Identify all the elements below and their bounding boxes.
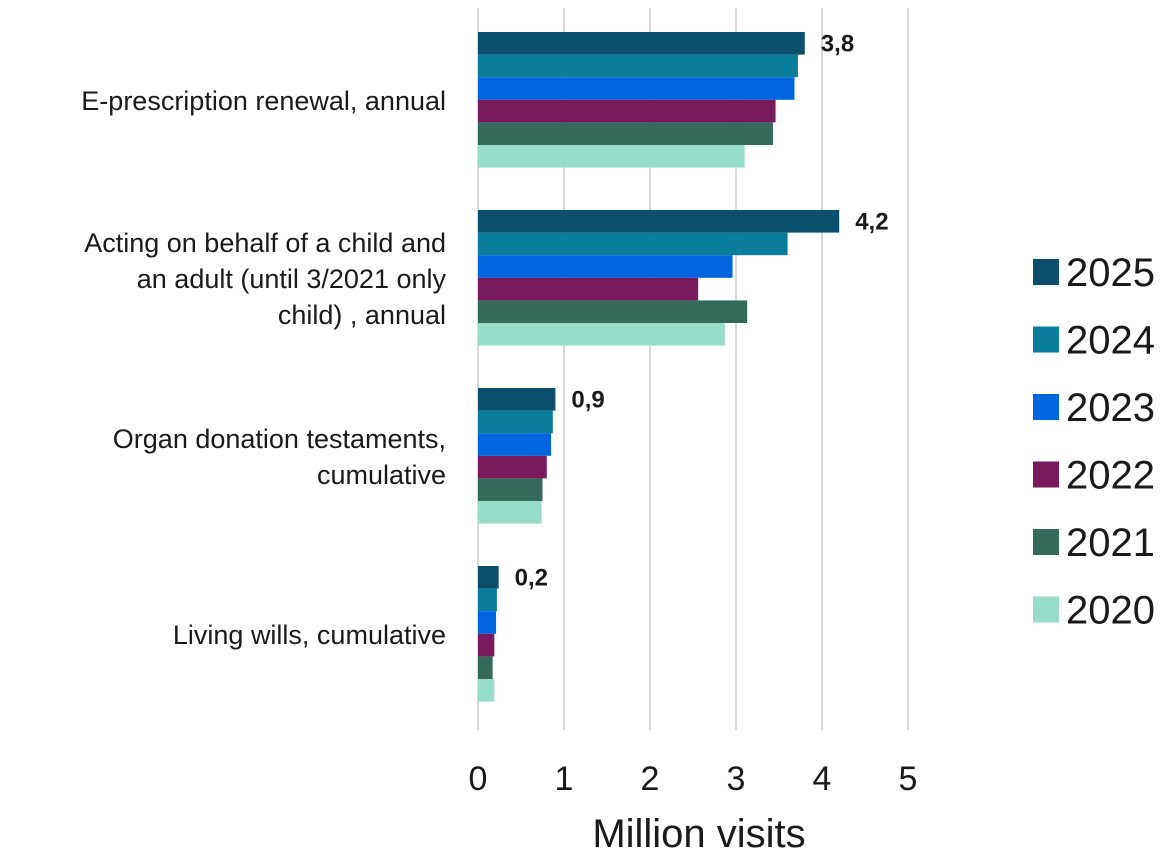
x-tick-0: 0 [469,760,488,798]
legend-label-2021: 2021 [1066,521,1155,565]
bar-2023-cat-3 [478,611,497,634]
bar-2022-cat-0 [478,99,776,123]
bar-2020-cat-2 [478,501,542,524]
bar-2024-cat-3 [478,588,497,612]
bar-series [478,32,840,702]
bar-2023-cat-1 [478,255,733,278]
bar-2021-cat-0 [478,122,773,145]
bar-2021-cat-2 [478,478,543,501]
bar-2021-cat-3 [478,656,493,679]
bar-2022-cat-2 [478,455,547,479]
bar-2020-cat-0 [478,145,745,168]
data-label-cat-1: 4,2 [855,208,888,235]
legend-label-2020: 2020 [1066,589,1155,633]
x-tick-3: 3 [727,760,746,798]
category-label-0-line-0: E-prescription renewal, annual [81,86,446,116]
bar-2023-cat-0 [478,77,795,100]
x-tick-labels: 0 1 2 3 4 5 [469,760,918,798]
x-tick-1: 1 [555,760,574,798]
bar-2025-cat-0 [478,32,805,55]
legend-label-2022: 2022 [1066,454,1155,498]
category-label-1-line-0: Acting on behalf of a child and [84,228,446,258]
category-label-2-line-0: Organ donation testaments, [113,424,446,454]
legend-label-2023: 2023 [1066,386,1155,430]
legend-swatch-2022 [1033,461,1059,488]
x-tick-4: 4 [813,760,832,798]
bar-2020-cat-3 [478,679,495,702]
legend-swatch-2023 [1033,394,1059,420]
data-label-cat-2: 0,9 [571,386,604,413]
bar-2020-cat-1 [478,323,725,346]
category-label-1-line-2: child) , annual [278,300,446,330]
x-tick-5: 5 [899,760,918,798]
bar-2024-cat-2 [478,410,553,434]
category-labels: E-prescription renewal, annual Acting on … [81,86,446,650]
x-tick-2: 2 [641,760,660,798]
legend-swatch-2021 [1033,529,1059,555]
legend-swatch-2025 [1033,259,1059,285]
data-labels: 3,8 4,2 0,9 0,2 [515,30,889,591]
legend-swatch-2020 [1033,596,1059,623]
bar-2024-cat-1 [478,232,788,256]
category-label-2-line-1: cumulative [317,460,446,490]
data-label-cat-0: 3,8 [821,30,854,57]
bar-2022-cat-1 [478,277,699,301]
bar-2024-cat-0 [478,54,798,78]
bar-2021-cat-1 [478,300,748,323]
bar-2025-cat-2 [478,388,556,411]
bar-2025-cat-1 [478,210,840,233]
legend-label-2024: 2024 [1066,319,1155,363]
data-label-cat-3: 0,2 [515,564,548,591]
bar-2023-cat-2 [478,433,552,456]
legend-swatch-2024 [1033,326,1059,353]
bar-2022-cat-3 [478,633,495,657]
legend: 2025 2024 2023 2022 2021 2020 [1033,251,1155,633]
bar-2025-cat-3 [478,566,499,589]
category-label-1-line-1: an adult (until 3/2021 only [137,264,447,294]
legend-label-2025: 2025 [1066,251,1155,295]
x-axis-title: Million visits [592,812,805,850]
category-label-3-line-0: Living wills, cumulative [173,620,446,650]
